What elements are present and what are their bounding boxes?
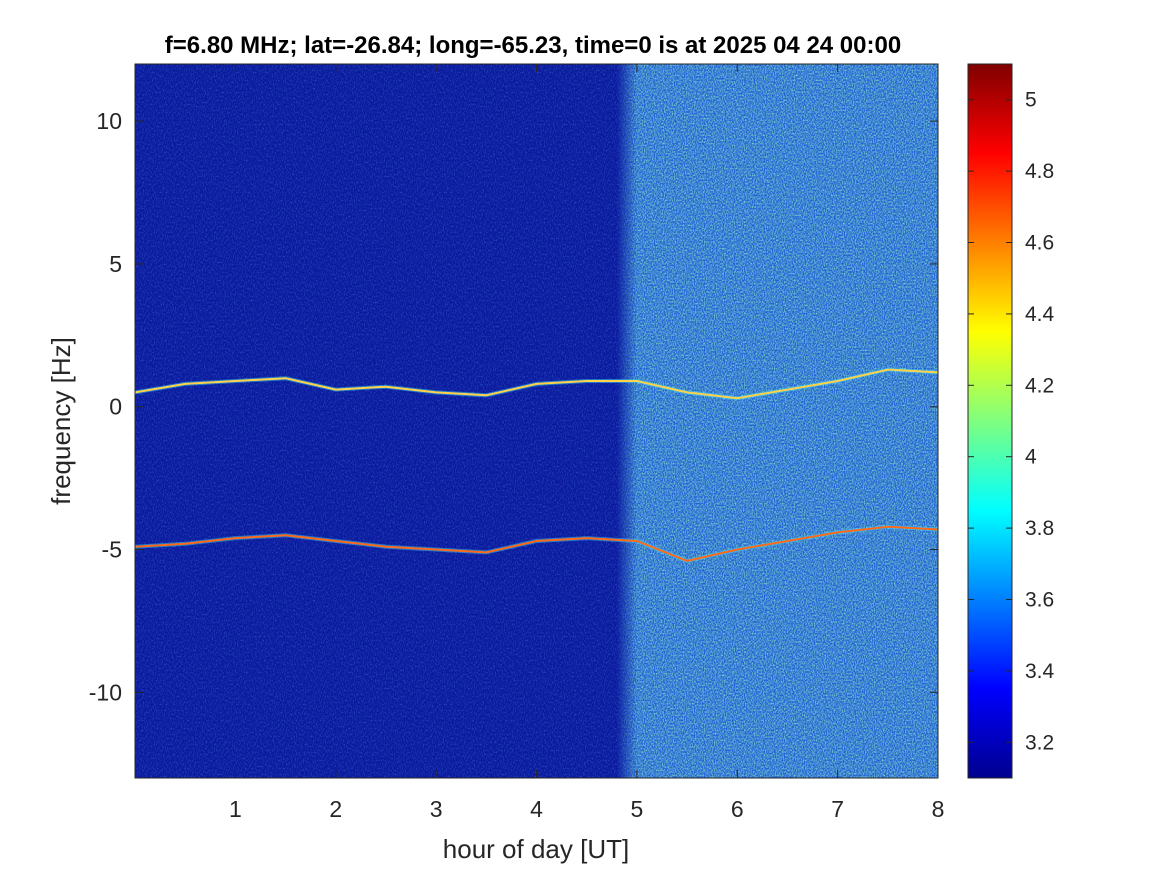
colorbar-tick-label: 3.8 xyxy=(1025,517,1054,540)
colorbar-gradient xyxy=(967,63,1013,779)
colorbar: 3.2 3.4 3.6 3.8 4 4.2 4.4 4.6 4.8 5 xyxy=(967,63,1055,779)
x-tick-label: 6 xyxy=(731,796,744,822)
colorbar-tick-label: 4.2 xyxy=(1025,374,1054,397)
plot-area xyxy=(134,63,939,779)
colorbar-tick-label: 5 xyxy=(1025,89,1037,112)
trace-line xyxy=(135,525,938,562)
colorbar-tick-label: 4.8 xyxy=(1025,160,1054,183)
colorbar-tick-label: 3.6 xyxy=(1025,589,1054,612)
y-tick-label: -5 xyxy=(102,537,122,563)
y-tick-label: 5 xyxy=(109,251,122,277)
x-tick-label: 5 xyxy=(630,796,643,822)
colorbar-tick-label: 3.2 xyxy=(1025,731,1054,754)
x-tick-label: 3 xyxy=(430,796,443,822)
x-tick-label: 4 xyxy=(530,796,543,822)
y-axis: -10 -5 0 5 10 xyxy=(89,108,938,705)
x-axis: 1 2 3 4 5 6 7 8 xyxy=(229,64,944,822)
y-tick-label: 10 xyxy=(96,108,122,134)
colorbar-tick-label: 4 xyxy=(1025,446,1037,469)
colorbar-ticks: 3.2 3.4 3.6 3.8 4 4.2 4.4 4.6 4.8 5 xyxy=(968,89,1055,754)
noise-speckle xyxy=(135,64,938,778)
trace-line xyxy=(135,368,938,400)
x-tick-label: 8 xyxy=(932,796,945,822)
colorbar-tick-label: 3.4 xyxy=(1025,660,1055,683)
x-tick-label: 1 xyxy=(229,796,242,822)
colorbar-tick-label: 4.4 xyxy=(1025,303,1055,326)
x-tick-label: 2 xyxy=(329,796,342,822)
y-tick-label: 0 xyxy=(109,394,122,420)
x-tick-label: 7 xyxy=(831,796,844,822)
y-axis-label: frequency [Hz] xyxy=(46,337,76,505)
noise-region xyxy=(135,64,938,778)
colorbar-tick-label: 4.6 xyxy=(1025,232,1054,255)
chart-title: f=6.80 MHz; lat=-26.84; long=-65.23, tim… xyxy=(165,32,901,59)
x-axis-label: hour of day [UT] xyxy=(443,834,629,864)
trace-group xyxy=(135,367,938,563)
y-tick-label: -10 xyxy=(89,679,122,705)
